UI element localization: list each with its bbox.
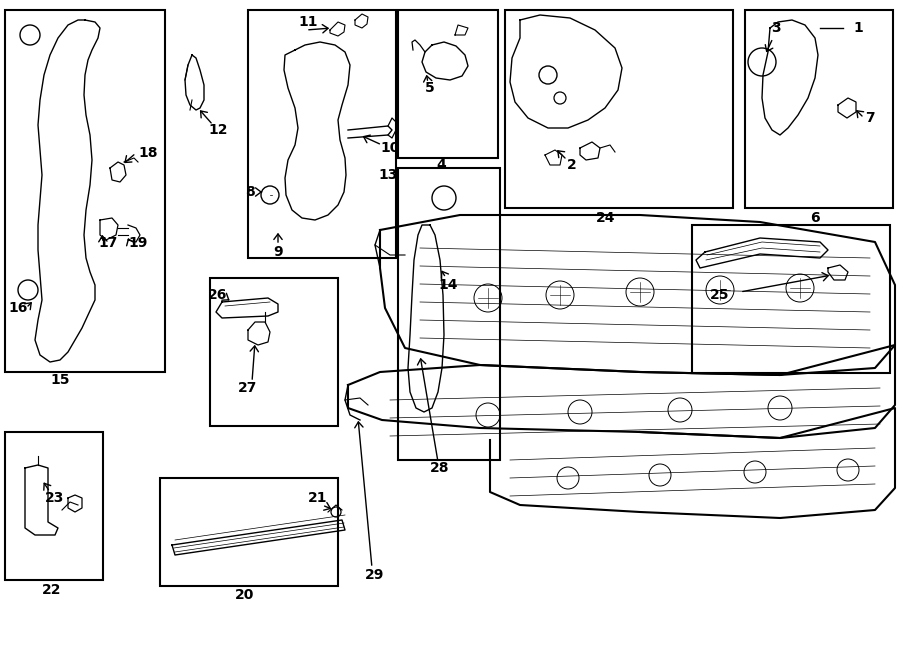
Text: 18: 18 bbox=[139, 146, 158, 160]
Bar bbox=[745, 10, 893, 208]
Text: 10: 10 bbox=[381, 141, 400, 155]
Text: 28: 28 bbox=[430, 461, 450, 475]
Text: 22: 22 bbox=[42, 583, 62, 597]
Bar bbox=[5, 10, 165, 372]
Text: 12: 12 bbox=[208, 123, 228, 137]
Text: 6: 6 bbox=[810, 211, 820, 225]
Text: 17: 17 bbox=[98, 236, 118, 250]
Text: 20: 20 bbox=[235, 588, 255, 602]
Bar bbox=[398, 168, 500, 460]
Text: 16: 16 bbox=[8, 301, 28, 315]
Bar bbox=[160, 478, 338, 586]
Text: 1: 1 bbox=[853, 21, 863, 35]
Text: 8: 8 bbox=[245, 185, 255, 199]
Bar bbox=[505, 10, 733, 208]
Text: 2: 2 bbox=[567, 158, 577, 172]
Text: 11: 11 bbox=[298, 15, 318, 29]
Text: 15: 15 bbox=[50, 373, 70, 387]
Text: 3: 3 bbox=[771, 21, 781, 35]
Text: 21: 21 bbox=[308, 491, 328, 505]
Text: 24: 24 bbox=[596, 211, 616, 225]
Text: 25: 25 bbox=[710, 288, 730, 302]
Text: 23: 23 bbox=[45, 491, 65, 505]
Bar bbox=[398, 10, 498, 158]
Text: 4: 4 bbox=[436, 158, 446, 172]
Bar bbox=[5, 432, 103, 580]
Bar bbox=[210, 278, 338, 426]
Text: 29: 29 bbox=[365, 568, 384, 582]
Bar bbox=[248, 10, 396, 258]
Bar bbox=[692, 225, 890, 373]
Text: 26: 26 bbox=[208, 288, 228, 302]
Text: 19: 19 bbox=[129, 236, 148, 250]
Text: 9: 9 bbox=[274, 245, 283, 259]
Text: 14: 14 bbox=[438, 278, 458, 292]
Text: 5: 5 bbox=[425, 81, 435, 95]
Text: 27: 27 bbox=[238, 381, 257, 395]
Text: 7: 7 bbox=[865, 111, 875, 125]
Text: 13: 13 bbox=[378, 168, 398, 182]
